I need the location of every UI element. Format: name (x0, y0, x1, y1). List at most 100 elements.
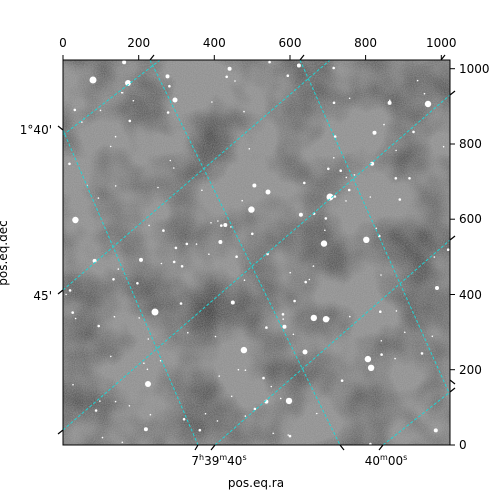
star (251, 232, 254, 236)
star (348, 97, 351, 100)
star (279, 397, 282, 400)
star (332, 101, 336, 105)
star (208, 253, 210, 255)
star (65, 293, 67, 296)
right-tick-label: 600 (459, 212, 482, 226)
right-tick-label: 800 (459, 137, 482, 151)
right-tick-label: 400 (459, 288, 482, 302)
star (270, 385, 273, 388)
wcs-edge-ticks (57, 54, 456, 451)
star (149, 413, 152, 416)
star (160, 262, 163, 265)
bright-star (424, 100, 432, 108)
star (347, 188, 351, 192)
star (380, 274, 382, 276)
bright-star (145, 381, 151, 387)
star (333, 135, 337, 138)
star (353, 174, 356, 176)
star (143, 362, 145, 365)
top-tick-label: 200 (127, 36, 150, 50)
star (252, 183, 257, 188)
star (241, 199, 243, 202)
star (173, 167, 175, 169)
star (143, 427, 148, 432)
star (210, 222, 212, 224)
star (285, 397, 293, 405)
star (324, 229, 326, 232)
star (253, 407, 257, 411)
ra-tick-label: 7h39m40s (191, 453, 246, 468)
star (387, 100, 392, 105)
star (72, 216, 79, 224)
star (262, 376, 265, 380)
star (169, 159, 172, 162)
star (395, 310, 398, 312)
ra-tick-label: 40m00s (365, 453, 408, 468)
sky-image (63, 60, 450, 445)
star (327, 317, 330, 321)
star (380, 353, 383, 356)
star (412, 130, 415, 134)
star (398, 198, 402, 201)
top-tick-label: 800 (354, 36, 377, 50)
star (266, 252, 269, 256)
star (363, 236, 370, 243)
star (394, 177, 398, 180)
star (389, 99, 391, 102)
dec-tick-label: 45' (33, 289, 52, 303)
star (230, 395, 233, 398)
star (286, 74, 290, 77)
star (132, 99, 135, 102)
star (97, 197, 100, 199)
star (234, 80, 236, 82)
star (117, 268, 120, 270)
star (292, 333, 295, 336)
star (308, 278, 311, 281)
star (369, 442, 372, 445)
star (139, 257, 143, 262)
star (101, 436, 104, 439)
star (230, 226, 232, 228)
star (367, 364, 375, 371)
star (180, 265, 184, 268)
dec-grid-line (63, 60, 161, 136)
star (310, 314, 317, 322)
star (92, 258, 97, 263)
star (138, 317, 140, 319)
star (442, 145, 445, 148)
star (243, 279, 246, 282)
star (114, 135, 117, 138)
star (340, 379, 344, 383)
ra-axis-labels: 7h39m40s 40m00s (191, 453, 407, 468)
star (431, 335, 434, 338)
star (211, 101, 213, 103)
star (72, 383, 74, 386)
star (303, 181, 306, 185)
bright-star (302, 349, 308, 355)
star (433, 256, 436, 258)
star (287, 434, 290, 436)
top-tick-label: 600 (279, 36, 302, 50)
star (235, 255, 238, 258)
star (416, 79, 419, 82)
star (268, 60, 271, 64)
star (349, 315, 351, 318)
ra-grid-line (299, 60, 450, 396)
star (73, 108, 77, 112)
star (333, 157, 335, 159)
star (223, 223, 228, 227)
star (379, 310, 382, 314)
star (369, 196, 372, 198)
star (214, 335, 217, 338)
star (201, 189, 203, 192)
star (333, 195, 337, 198)
star (217, 220, 219, 222)
top-tick-label: 0 (59, 36, 67, 50)
star (364, 355, 372, 363)
star (446, 248, 450, 251)
star (327, 167, 330, 171)
star (395, 149, 397, 152)
star (244, 415, 247, 417)
star (128, 405, 131, 407)
star (248, 206, 255, 213)
